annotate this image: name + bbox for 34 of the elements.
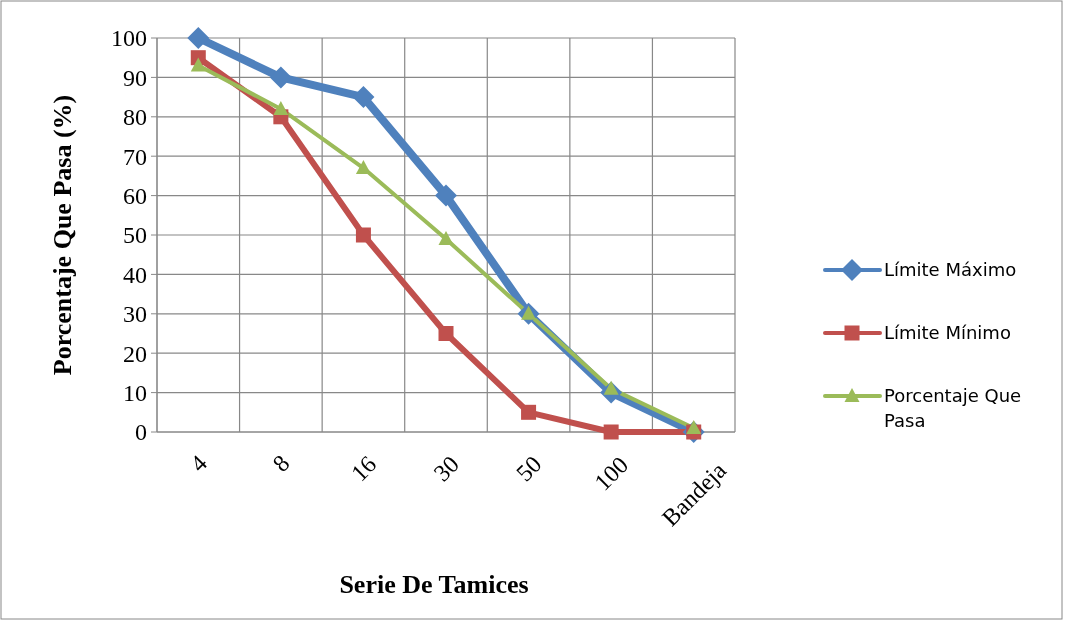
legend-label: Porcentaje Que Pasa [884, 385, 1022, 431]
x-tick-label: 30 [428, 450, 464, 487]
point [190, 57, 206, 72]
x-tick-label: 8 [267, 449, 295, 477]
point [435, 184, 457, 207]
y-tick-label: 90 [123, 64, 147, 91]
x-tick-label: 16 [346, 450, 382, 487]
point [438, 230, 454, 245]
point [521, 404, 537, 420]
y-tick-label: 100 [111, 25, 147, 52]
y-tick-label: 20 [123, 340, 147, 367]
point [355, 160, 371, 175]
point [603, 424, 619, 440]
point [352, 86, 375, 109]
y-tick-label: 10 [123, 380, 147, 406]
y-tick-label: 50 [123, 222, 147, 249]
y-tick-label: 60 [123, 183, 147, 209]
y-tick-label: 80 [123, 104, 147, 131]
x-axis-title: Serie De Tamices [339, 570, 529, 599]
x-tick-label: 4 [185, 449, 212, 477]
y-tick-label: 0 [135, 419, 147, 446]
x-tick-label: 100 [589, 451, 634, 496]
y-tick-label: 30 [123, 301, 147, 328]
point [273, 100, 289, 115]
legend-label: Límite Máximo [884, 259, 1017, 281]
point [269, 66, 292, 89]
y-tick-label: 40 [123, 261, 147, 288]
y-axis-title: Porcentaje Que Pasa (%) [48, 94, 77, 376]
legend-label: Límite Mínimo [884, 322, 1011, 344]
point [355, 227, 371, 243]
y-tick-label: 70 [123, 143, 147, 170]
point [438, 326, 454, 341]
x-tick-label: 50 [511, 450, 547, 487]
point [187, 27, 210, 49]
